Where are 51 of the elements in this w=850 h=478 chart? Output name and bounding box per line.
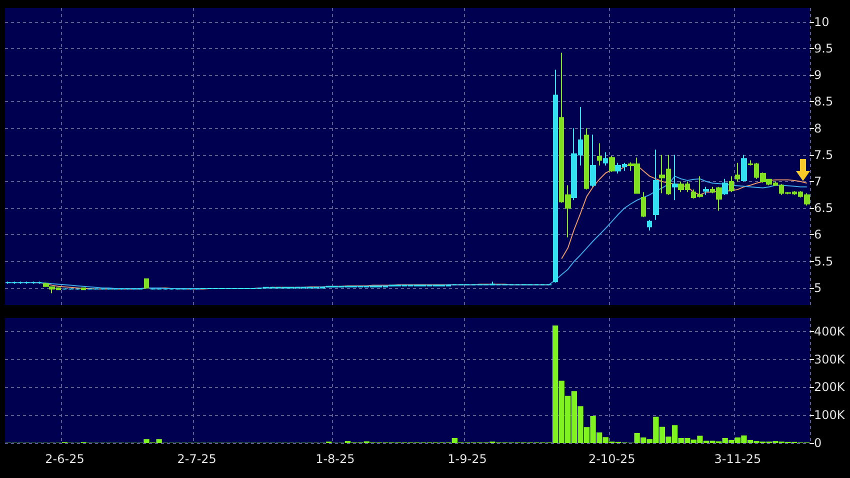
candlestick xyxy=(553,69,558,284)
candlestick xyxy=(226,287,231,290)
candlestick xyxy=(219,287,225,290)
candlestick xyxy=(232,287,237,290)
candlestick xyxy=(647,219,652,231)
candlestick xyxy=(722,178,728,196)
candlestick xyxy=(603,152,608,166)
candlestick xyxy=(741,154,747,182)
x-tick-label: 2-6-25 xyxy=(45,452,84,466)
y-tick-label: 7.5 xyxy=(814,148,834,162)
x-tick-label: 2-10-25 xyxy=(588,452,636,466)
x-tick-label: 1-9-25 xyxy=(448,452,487,466)
candlestick xyxy=(609,155,615,172)
candlestick xyxy=(597,142,602,166)
candlestick xyxy=(5,281,11,284)
candlestick xyxy=(18,281,23,284)
x-tick-label: 1-8-25 xyxy=(316,452,355,466)
y-tick-label: 6.5 xyxy=(814,201,834,216)
candlestick xyxy=(584,128,589,190)
y-tick-label: 6 xyxy=(814,228,822,242)
candlestick xyxy=(37,281,42,284)
candlestick xyxy=(735,162,740,182)
candlestick xyxy=(12,281,17,284)
y-tick-label: 400K xyxy=(814,324,846,338)
candlestick xyxy=(24,281,30,284)
candlestick xyxy=(729,176,734,193)
candlestick xyxy=(703,186,709,196)
y-tick-label: 9 xyxy=(814,68,822,82)
y-tick-label: 100K xyxy=(814,408,846,422)
y-tick-label: 7 xyxy=(814,174,822,189)
y-tick-label: 8 xyxy=(814,121,822,136)
candlestick xyxy=(81,287,86,291)
candlestick xyxy=(144,278,149,289)
y-tick-label: 5.5 xyxy=(814,254,834,268)
candlestick xyxy=(641,192,646,218)
candlestick xyxy=(590,134,596,188)
y-tick-label: 10 xyxy=(814,14,830,29)
y-tick-label: 200K xyxy=(814,380,846,394)
candlestick xyxy=(31,281,36,284)
y-tick-label: 9.5 xyxy=(814,41,834,56)
x-tick-label: 2-7-25 xyxy=(177,452,216,466)
y-tick-label: 0 xyxy=(814,436,822,450)
candlestick xyxy=(672,154,678,201)
candlestick xyxy=(251,287,256,290)
candlestick xyxy=(207,287,212,290)
y-tick-label: 5 xyxy=(814,280,822,295)
candlestick xyxy=(213,287,218,290)
candlestick xyxy=(653,149,659,220)
y-tick-label: 8.5 xyxy=(814,94,834,109)
y-tick-label: 300K xyxy=(814,352,846,366)
x-tick-label: 3-11-25 xyxy=(714,452,762,466)
